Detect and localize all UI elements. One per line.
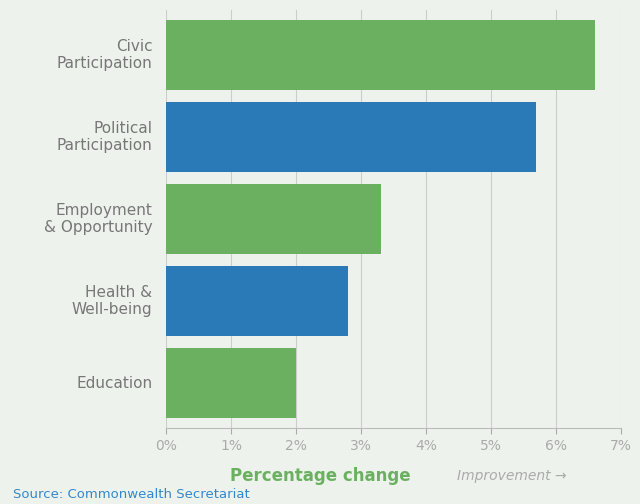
Bar	[166, 348, 296, 418]
Text: Percentage change: Percentage change	[230, 467, 410, 485]
Bar	[166, 184, 381, 254]
Text: Source: Commonwealth Secretariat: Source: Commonwealth Secretariat	[13, 488, 250, 501]
Text: Improvement →: Improvement →	[457, 469, 567, 483]
Bar	[166, 267, 348, 336]
Bar	[166, 20, 595, 90]
Bar	[166, 102, 536, 172]
